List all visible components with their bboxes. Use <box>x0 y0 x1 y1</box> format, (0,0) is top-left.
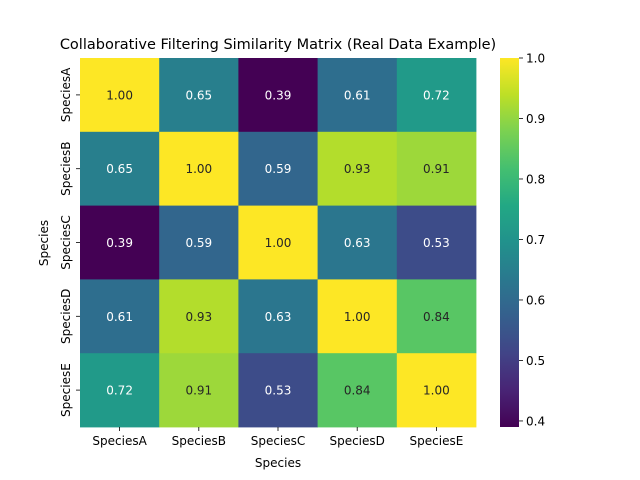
colorbar-tick-label: 0.6 <box>526 293 545 307</box>
cell-value-label: 0.53 <box>265 384 292 398</box>
heatmap-cell <box>317 353 398 428</box>
cell-value-label: 0.59 <box>185 236 212 250</box>
cell-value-label: 1.00 <box>344 310 371 324</box>
heatmap-cell <box>80 58 160 133</box>
heatmap-cell <box>159 205 239 280</box>
heatmap-cell <box>80 279 160 354</box>
x-axis-label: Species <box>255 456 301 470</box>
heatmap-cell <box>396 279 477 354</box>
heatmap-cell <box>80 131 160 206</box>
y-tick-label: SpeciesD <box>59 289 73 344</box>
heatmap-cells: 1.00 0.65 0.39 0.61 0.72 0.65 1.00 0.59 0.93 0.91… <box>80 58 477 428</box>
cell-value-label: 0.65 <box>106 162 133 176</box>
colorbar-tick-label: 0.4 <box>526 414 545 428</box>
x-tick-label: SpeciesA <box>92 434 147 448</box>
heatmap-cell <box>159 353 239 428</box>
cell-value-label: 0.39 <box>265 88 292 102</box>
cell-value-label: 0.39 <box>106 236 133 250</box>
heatmap-cell <box>80 205 160 280</box>
colorbar-tick-label: 0.9 <box>526 112 545 126</box>
cell-value-label: 1.00 <box>106 88 133 102</box>
colorbar-gradient <box>500 58 519 427</box>
x-axis: SpeciesA SpeciesB SpeciesC SpeciesD SpeciesE <box>92 427 463 448</box>
colorbar: 0.4 0.5 0.6 0.7 0.8 0.9 1.0 <box>500 52 545 428</box>
cell-value-label: 0.91 <box>423 162 450 176</box>
heatmap-cell <box>238 205 318 280</box>
cell-value-label: 1.00 <box>265 236 292 250</box>
heatmap-cell <box>317 131 398 206</box>
cell-value-label: 0.72 <box>106 384 133 398</box>
heatmap-cell <box>396 58 477 133</box>
cell-value-label: 0.91 <box>185 384 212 398</box>
y-axis-label: Species <box>37 220 51 266</box>
heatmap-cell <box>396 205 477 280</box>
colorbar-tick-label: 0.5 <box>526 354 545 368</box>
x-tick-label: SpeciesC <box>251 434 306 448</box>
colorbar-tick-label: 0.7 <box>526 233 545 247</box>
cell-value-label: 0.84 <box>423 310 450 324</box>
y-tick-label: SpeciesA <box>59 67 73 122</box>
heatmap-cell <box>317 58 398 133</box>
cell-value-label: 0.59 <box>265 162 292 176</box>
cell-value-label: 0.93 <box>344 162 371 176</box>
cell-value-label: 0.63 <box>265 310 292 324</box>
y-tick-label: SpeciesE <box>59 363 73 417</box>
cell-value-label: 0.53 <box>423 236 450 250</box>
heatmap-cell <box>238 131 318 206</box>
cell-value-label: 0.84 <box>344 384 371 398</box>
heatmap-cell <box>159 58 239 133</box>
cell-value-label: 1.00 <box>423 384 450 398</box>
y-tick-label: SpeciesC <box>59 215 73 270</box>
cell-value-label: 0.72 <box>423 88 450 102</box>
cell-value-label: 0.93 <box>185 310 212 324</box>
heatmap-cell <box>159 279 239 354</box>
heatmap-cell <box>396 353 477 428</box>
y-axis: SpeciesA SpeciesB SpeciesC SpeciesD SpeciesE <box>59 67 80 417</box>
x-tick-label: SpeciesB <box>172 434 226 448</box>
x-tick-label: SpeciesD <box>329 434 384 448</box>
heatmap-cell <box>317 205 398 280</box>
x-tick-label: SpeciesE <box>410 434 464 448</box>
heatmap-cell <box>317 279 398 354</box>
heatmap-cell <box>238 58 318 133</box>
heatmap-cell <box>238 279 318 354</box>
cell-value-label: 0.61 <box>106 310 133 324</box>
heatmap-cell <box>396 131 477 206</box>
cell-value-label: 0.63 <box>344 236 371 250</box>
heatmap-cell <box>238 353 318 428</box>
cell-value-label: 1.00 <box>185 162 212 176</box>
colorbar-tick-label: 1.0 <box>526 52 545 66</box>
heatmap-cell <box>159 131 239 206</box>
cell-value-label: 0.61 <box>344 88 371 102</box>
chart-title: Collaborative Filtering Similarity Matri… <box>60 37 496 53</box>
colorbar-tick-label: 0.8 <box>526 172 545 186</box>
cell-value-label: 0.65 <box>185 88 212 102</box>
y-tick-label: SpeciesB <box>59 141 73 195</box>
heatmap-cell <box>80 353 160 428</box>
